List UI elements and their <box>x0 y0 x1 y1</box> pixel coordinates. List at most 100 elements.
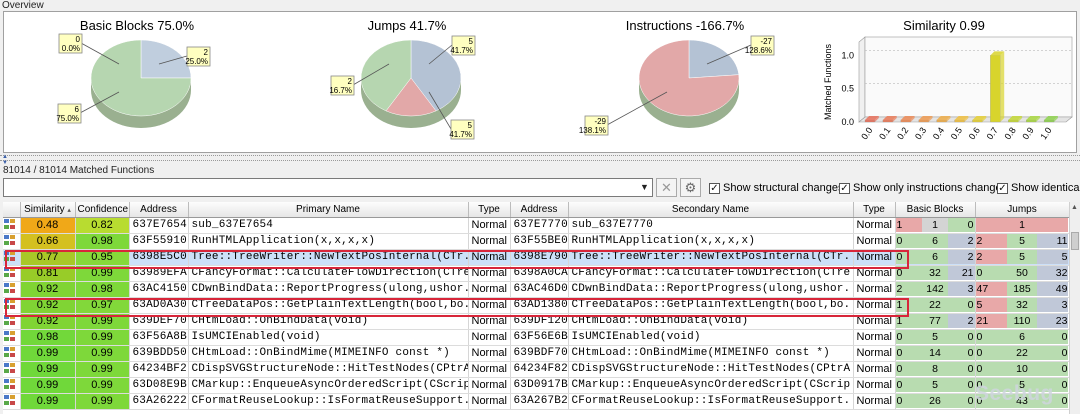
row-icon-cell[interactable] <box>3 217 21 234</box>
basic-blocks-cell[interactable]: 0 32 21 <box>895 265 976 282</box>
table-row[interactable]: 0.92 0.99 639DEF70 CHtmLoad::OnBindData(voi… <box>3 313 1069 330</box>
secondary-type-cell[interactable]: Normal <box>853 345 896 362</box>
secondary-name-cell[interactable]: CDispSVGStructureNode::HitTestNodes(CPtr… <box>568 361 854 378</box>
column-header-confidence[interactable]: Confidence <box>75 202 130 218</box>
row-icon-cell[interactable] <box>3 345 21 362</box>
secondary-name-cell[interactable]: Tree::TreeWriter::NewTextPosInternal(CTr… <box>568 249 854 266</box>
column-header-type[interactable]: Type <box>468 202 511 218</box>
secondary-address-cell[interactable]: 639DF120 <box>510 313 569 330</box>
row-icon-cell[interactable] <box>3 377 21 394</box>
clear-filter-button[interactable]: ✕ <box>656 178 677 197</box>
table-row[interactable]: 0.99 0.99 639BDD50 CHtmLoad::OnBindMime(MIM… <box>3 345 1069 362</box>
row-icon-cell[interactable] <box>3 249 21 266</box>
panel-splitter[interactable] <box>0 155 1080 161</box>
similarity-cell[interactable]: 0.81 <box>20 265 76 282</box>
jumps-cell[interactable]: 5 32 3 <box>975 297 1069 314</box>
jumps-cell[interactable]: 0 10 0 <box>975 361 1069 378</box>
checkbox-mark-icon[interactable]: ✓ <box>997 182 1008 194</box>
confidence-cell[interactable]: 0.99 <box>75 329 130 346</box>
confidence-cell[interactable]: 0.97 <box>75 297 130 314</box>
primary-address-cell[interactable]: 63F56A8B <box>129 329 189 346</box>
primary-name-cell[interactable]: sub_637E7654 <box>188 217 469 234</box>
basic-blocks-cell[interactable]: 0 26 0 <box>895 393 976 410</box>
secondary-name-cell[interactable]: RunHTMLApplication(x,x,x,x) <box>568 233 854 250</box>
secondary-name-cell[interactable]: CTreeDataPos::GetPlainTextLength(bool,bo… <box>568 297 854 314</box>
secondary-name-cell[interactable]: IsUMCIEnabled(void) <box>568 329 854 346</box>
primary-type-cell[interactable]: Normal <box>468 377 511 394</box>
secondary-address-cell[interactable]: 6398A0CA <box>510 265 569 282</box>
secondary-type-cell[interactable]: Normal <box>853 393 896 410</box>
primary-address-cell[interactable]: 63AC4150 <box>129 281 189 298</box>
similarity-cell[interactable]: 0.92 <box>20 281 76 298</box>
jumps-cell[interactable]: 0 43 0 <box>975 393 1069 410</box>
secondary-address-cell[interactable]: 63AC46D0 <box>510 281 569 298</box>
similarity-cell[interactable]: 0.66 <box>20 233 76 250</box>
primary-address-cell[interactable]: 639DEF70 <box>129 313 189 330</box>
primary-address-cell[interactable]: 6398E5C0 <box>129 249 189 266</box>
primary-type-cell[interactable]: Normal <box>468 217 511 234</box>
show-structural-changes-checkbox[interactable]: ✓ Show structural changes <box>709 181 843 195</box>
similarity-cell[interactable]: 0.99 <box>20 345 76 362</box>
table-row[interactable]: 0.77 0.95 6398E5C0 Tree::TreeWriter::NewTex… <box>3 249 1069 266</box>
row-icon-cell[interactable] <box>3 233 21 250</box>
table-row[interactable]: 0.92 0.97 63AD0A30 CTreeDataPos::GetPlainTe… <box>3 297 1069 314</box>
primary-name-cell[interactable]: CHtmLoad::OnBindMime(MIMEINFO const *) <box>188 345 469 362</box>
secondary-type-cell[interactable]: Normal <box>853 249 896 266</box>
primary-name-cell[interactable]: CDispSVGStructureNode::HitTestNodes(CPtr… <box>188 361 469 378</box>
confidence-cell[interactable]: 0.82 <box>75 217 130 234</box>
secondary-type-cell[interactable]: Normal <box>853 281 896 298</box>
confidence-cell[interactable]: 0.98 <box>75 233 130 250</box>
secondary-address-cell[interactable]: 639BDF70 <box>510 345 569 362</box>
confidence-cell[interactable]: 0.99 <box>75 313 130 330</box>
table-row[interactable]: 0.99 0.99 64234BF2 CDispSVGStructureNode::H… <box>3 361 1069 378</box>
primary-type-cell[interactable]: Normal <box>468 265 511 282</box>
row-icon-cell[interactable] <box>3 265 21 282</box>
column-header-secondary-type[interactable]: Type <box>853 202 896 218</box>
secondary-type-cell[interactable]: Normal <box>853 313 896 330</box>
primary-type-cell[interactable]: Normal <box>468 393 511 410</box>
similarity-cell[interactable]: 0.77 <box>20 249 76 266</box>
column-header-basic-blocks[interactable]: Basic Blocks <box>895 202 976 218</box>
primary-type-cell[interactable]: Normal <box>468 297 511 314</box>
secondary-address-cell[interactable]: 637E7770 <box>510 217 569 234</box>
table-row[interactable]: 0.99 0.99 63D08E9B CMarkup::EnqueueAsyncOrd… <box>3 377 1069 394</box>
show-identical-checkbox[interactable]: ✓ Show identical <box>997 181 1080 195</box>
table-row[interactable]: 0.92 0.98 63AC4150 CDwnBindData::ReportProg… <box>3 281 1069 298</box>
filter-settings-button[interactable]: ⚙ <box>680 178 701 197</box>
filter-dropdown-icon[interactable]: ▼ <box>640 182 649 192</box>
primary-address-cell[interactable]: 637E7654 <box>129 217 189 234</box>
secondary-name-cell[interactable]: sub_637E7770 <box>568 217 854 234</box>
column-header-icon[interactable] <box>3 202 21 218</box>
column-header-jumps[interactable]: Jumps <box>975 202 1069 218</box>
confidence-cell[interactable]: 0.99 <box>75 393 130 410</box>
primary-type-cell[interactable]: Normal <box>468 281 511 298</box>
secondary-type-cell[interactable]: Normal <box>853 265 896 282</box>
confidence-cell[interactable]: 0.98 <box>75 281 130 298</box>
secondary-name-cell[interactable]: CDwnBindData::ReportProgress(ulong,ushor… <box>568 281 854 298</box>
secondary-address-cell[interactable]: 63A267B2 <box>510 393 569 410</box>
column-header-address[interactable]: Address <box>129 202 189 218</box>
primary-address-cell[interactable]: 639BDD50 <box>129 345 189 362</box>
row-icon-cell[interactable] <box>3 281 21 298</box>
secondary-address-cell[interactable]: 6398E790 <box>510 249 569 266</box>
table-row[interactable]: 0.81 0.99 63989EFA CFancyFormat::CalculateF… <box>3 265 1069 282</box>
primary-type-cell[interactable]: Normal <box>468 313 511 330</box>
primary-address-cell[interactable]: 64234BF2 <box>129 361 189 378</box>
filter-input[interactable] <box>3 178 653 197</box>
secondary-address-cell[interactable]: 63F55BE0 <box>510 233 569 250</box>
primary-name-cell[interactable]: Tree::TreeWriter::NewTextPosInternal(CTr… <box>188 249 469 266</box>
confidence-cell[interactable]: 0.99 <box>75 377 130 394</box>
primary-name-cell[interactable]: IsUMCIEnabled(void) <box>188 329 469 346</box>
primary-type-cell[interactable]: Normal <box>468 345 511 362</box>
similarity-cell[interactable]: 0.48 <box>20 217 76 234</box>
similarity-cell[interactable]: 0.92 <box>20 297 76 314</box>
column-header-primary-name[interactable]: Primary Name <box>188 202 469 218</box>
jumps-cell[interactable]: 0 50 32 <box>975 265 1069 282</box>
primary-type-cell[interactable]: Normal <box>468 329 511 346</box>
secondary-type-cell[interactable]: Normal <box>853 377 896 394</box>
similarity-cell[interactable]: 0.99 <box>20 393 76 410</box>
